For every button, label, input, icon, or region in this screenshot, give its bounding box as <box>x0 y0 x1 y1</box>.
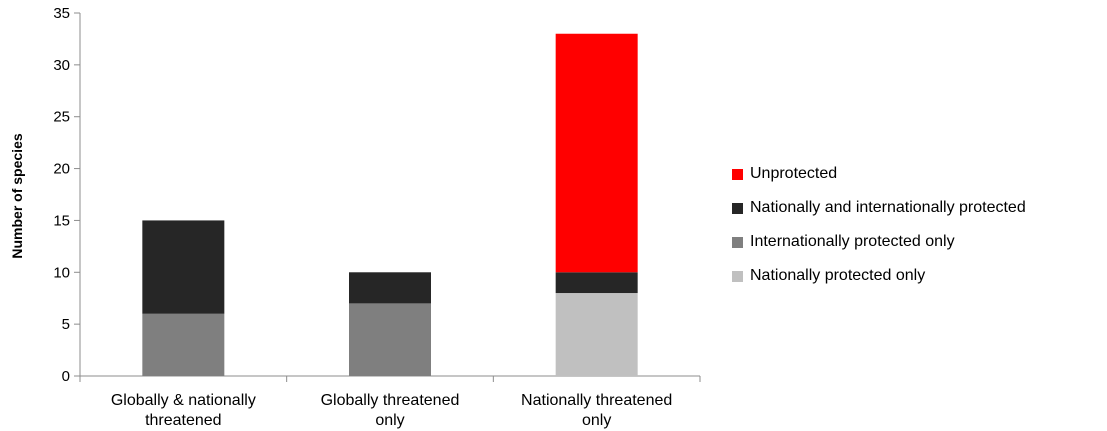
y-tick-label: 35 <box>53 5 70 22</box>
legend-label: Internationally protected only <box>750 233 955 250</box>
bar-segment-nationally-and-internationally-protected <box>555 272 638 294</box>
x-category-label: Nationally threatened only <box>521 392 672 429</box>
y-axis-label: Number of species <box>9 133 25 258</box>
legend-swatch <box>732 168 743 180</box>
legend-item: Nationally and internationally protected <box>732 191 1026 225</box>
y-tick-label: 30 <box>53 57 70 74</box>
bar-segment-nationally-protected-only <box>555 293 638 376</box>
legend-swatch <box>732 270 743 282</box>
y-tick-label: 20 <box>53 161 70 178</box>
legend-swatch <box>732 236 743 248</box>
legend-label: Nationally and internationally protected <box>750 199 1026 216</box>
legend-label: Unprotected <box>750 165 838 182</box>
bar-segment-internationally-protected-only <box>349 303 431 376</box>
bar-segment-nationally-and-internationally-protected <box>349 272 431 304</box>
axis-labels: 0 5 10 15 20 25 30 35 Globally & nationally threa… <box>53 5 672 429</box>
bar-segment-nationally-and-internationally-protected <box>142 220 225 314</box>
bars <box>142 33 638 376</box>
legend-item: Unprotected <box>732 157 1026 191</box>
bar-segment-unprotected <box>555 33 638 273</box>
x-category-label: Globally & nationally threatened <box>111 392 256 429</box>
legend-swatch <box>732 202 743 214</box>
y-tick-label: 25 <box>53 109 70 126</box>
y-tick-label: 10 <box>53 264 70 281</box>
y-tick-label: 15 <box>53 212 70 229</box>
legend-label: Nationally protected only <box>750 267 926 284</box>
legend-item: Internationally protected only <box>732 225 1026 259</box>
x-category-label: Globally threatened only <box>321 392 460 429</box>
y-tick-label: 5 <box>62 316 70 333</box>
legend: Unprotected Nationally and internationall… <box>732 157 1026 293</box>
legend-item: Nationally protected only <box>732 259 1026 293</box>
bar-segment-internationally-protected-only <box>142 313 225 376</box>
y-tick-label: 0 <box>62 368 70 385</box>
